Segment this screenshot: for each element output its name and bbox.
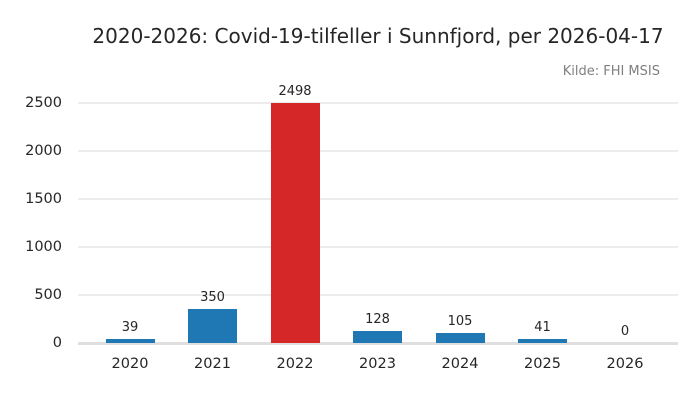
y-tick-label-500: 500 [34,287,62,303]
plot-area: 0 500 1000 1500 2000 2500 39 2020 350 2021 2498 202… [25,84,678,372]
y-tick-label-1000: 1000 [25,239,62,255]
y-tick-label-2000: 2000 [25,143,62,159]
y-tick-label-2500: 2500 [25,95,62,111]
bar-2020 [105,339,155,343]
x-tick-label-2026: 2026 [606,356,644,372]
value-label-2022: 2498 [278,84,312,100]
x-tick-label-2022: 2022 [276,356,314,372]
value-label-2024: 105 [447,313,473,329]
bar-2024 [435,332,485,343]
value-label-2026: 0 [620,324,630,339]
value-label-2020: 39 [121,320,139,336]
bar-2022 [270,103,320,343]
x-tick-label-2020: 2020 [111,356,149,372]
gridline-y-2000 [78,150,678,152]
bar-2025 [518,339,567,343]
chart-title: 2020-2026: Covid-19-tilfeller i Sunnfjor… [92,24,664,48]
x-tick-label-2025: 2025 [524,356,561,372]
gridline-y-1500 [78,198,678,200]
x-tick-label-2024: 2024 [441,356,479,372]
gridline-y-1000 [78,246,678,248]
value-label-2023: 128 [365,311,390,327]
y-tick-label-1500: 1500 [25,191,62,207]
bar-2021 [188,309,237,343]
x-tick-label-2023: 2023 [359,356,396,372]
gridline-y-2500 [78,102,678,104]
value-label-2025: 41 [534,320,551,336]
bar-2023 [353,330,402,343]
x-tick-label-2021: 2021 [194,356,231,372]
source-label: Kilde: FHI MSIS [562,64,660,79]
y-tick-label-0: 0 [52,335,62,351]
value-label-2021: 350 [200,290,225,306]
x-axis-baseline [78,341,678,345]
gridline-y-500 [78,294,678,296]
